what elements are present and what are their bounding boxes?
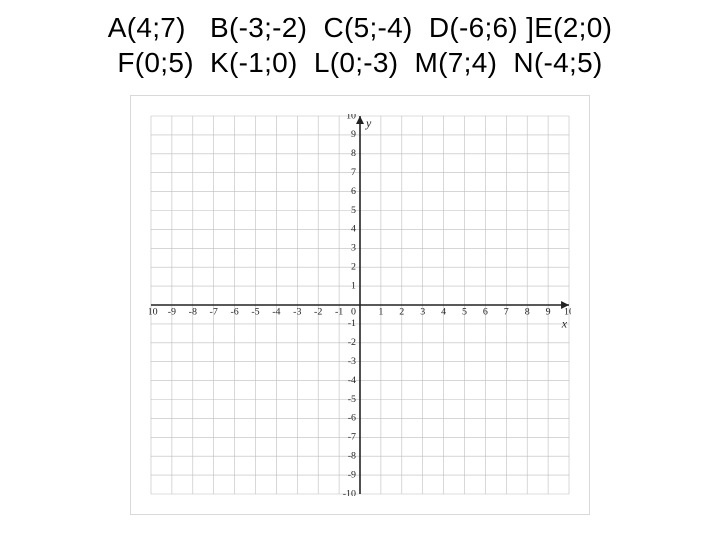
svg-text:-6: -6 (348, 413, 356, 424)
svg-text:-7: -7 (348, 432, 356, 443)
points-line-2: F(0;5) K(-1;0) L(0;-3) M(7;4) N(-4;5) (0, 45, 720, 80)
svg-text:-10: -10 (149, 306, 158, 317)
svg-text:3: 3 (351, 243, 356, 254)
svg-text:8: 8 (525, 306, 530, 317)
svg-text:-1: -1 (348, 318, 356, 329)
svg-text:6: 6 (483, 306, 488, 317)
svg-text:5: 5 (462, 306, 467, 317)
svg-text:4: 4 (441, 306, 446, 317)
svg-text:-3: -3 (293, 306, 301, 317)
svg-text:10: 10 (564, 306, 571, 317)
svg-text:-9: -9 (348, 469, 356, 480)
svg-text:3: 3 (420, 306, 425, 317)
points-line-1: А(4;7) В(-3;-2) С(5;-4) D(-6;6) ]E(2;0) (0, 10, 720, 45)
svg-text:0: 0 (351, 306, 356, 317)
svg-text:-9: -9 (168, 306, 176, 317)
svg-text:-4: -4 (272, 306, 280, 317)
svg-text:-7: -7 (210, 306, 218, 317)
svg-text:4: 4 (351, 224, 356, 235)
svg-text:9: 9 (351, 129, 356, 140)
svg-text:-2: -2 (348, 337, 356, 348)
svg-text:-10: -10 (343, 488, 356, 496)
points-list: А(4;7) В(-3;-2) С(5;-4) D(-6;6) ]E(2;0) … (0, 10, 720, 80)
svg-text:10: 10 (346, 114, 356, 121)
svg-text:-1: -1 (335, 306, 343, 317)
svg-text:1: 1 (351, 280, 356, 291)
svg-text:7: 7 (351, 167, 356, 178)
svg-text:-6: -6 (230, 306, 238, 317)
svg-text:2: 2 (399, 306, 404, 317)
svg-text:-5: -5 (348, 394, 356, 405)
svg-text:-8: -8 (189, 306, 197, 317)
svg-text:-8: -8 (348, 450, 356, 461)
svg-text:x: x (561, 317, 568, 331)
svg-text:1: 1 (378, 306, 383, 317)
svg-text:y: y (365, 116, 372, 130)
svg-text:6: 6 (351, 186, 356, 197)
coordinate-grid: -10-9-8-7-6-5-4-3-2-11234567891012345678… (149, 114, 571, 496)
svg-text:-5: -5 (251, 306, 259, 317)
svg-text:-4: -4 (348, 375, 356, 386)
svg-text:2: 2 (351, 261, 356, 272)
svg-text:8: 8 (351, 148, 356, 159)
svg-text:5: 5 (351, 205, 356, 216)
svg-text:-2: -2 (314, 306, 322, 317)
svg-text:-3: -3 (348, 356, 356, 367)
svg-text:7: 7 (504, 306, 509, 317)
coordinate-grid-frame: -10-9-8-7-6-5-4-3-2-11234567891012345678… (130, 95, 590, 515)
svg-text:9: 9 (546, 306, 551, 317)
